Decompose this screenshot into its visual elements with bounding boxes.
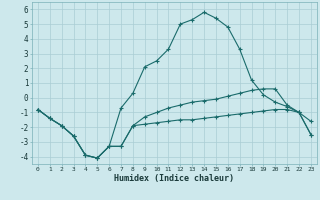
X-axis label: Humidex (Indice chaleur): Humidex (Indice chaleur)	[115, 174, 234, 183]
